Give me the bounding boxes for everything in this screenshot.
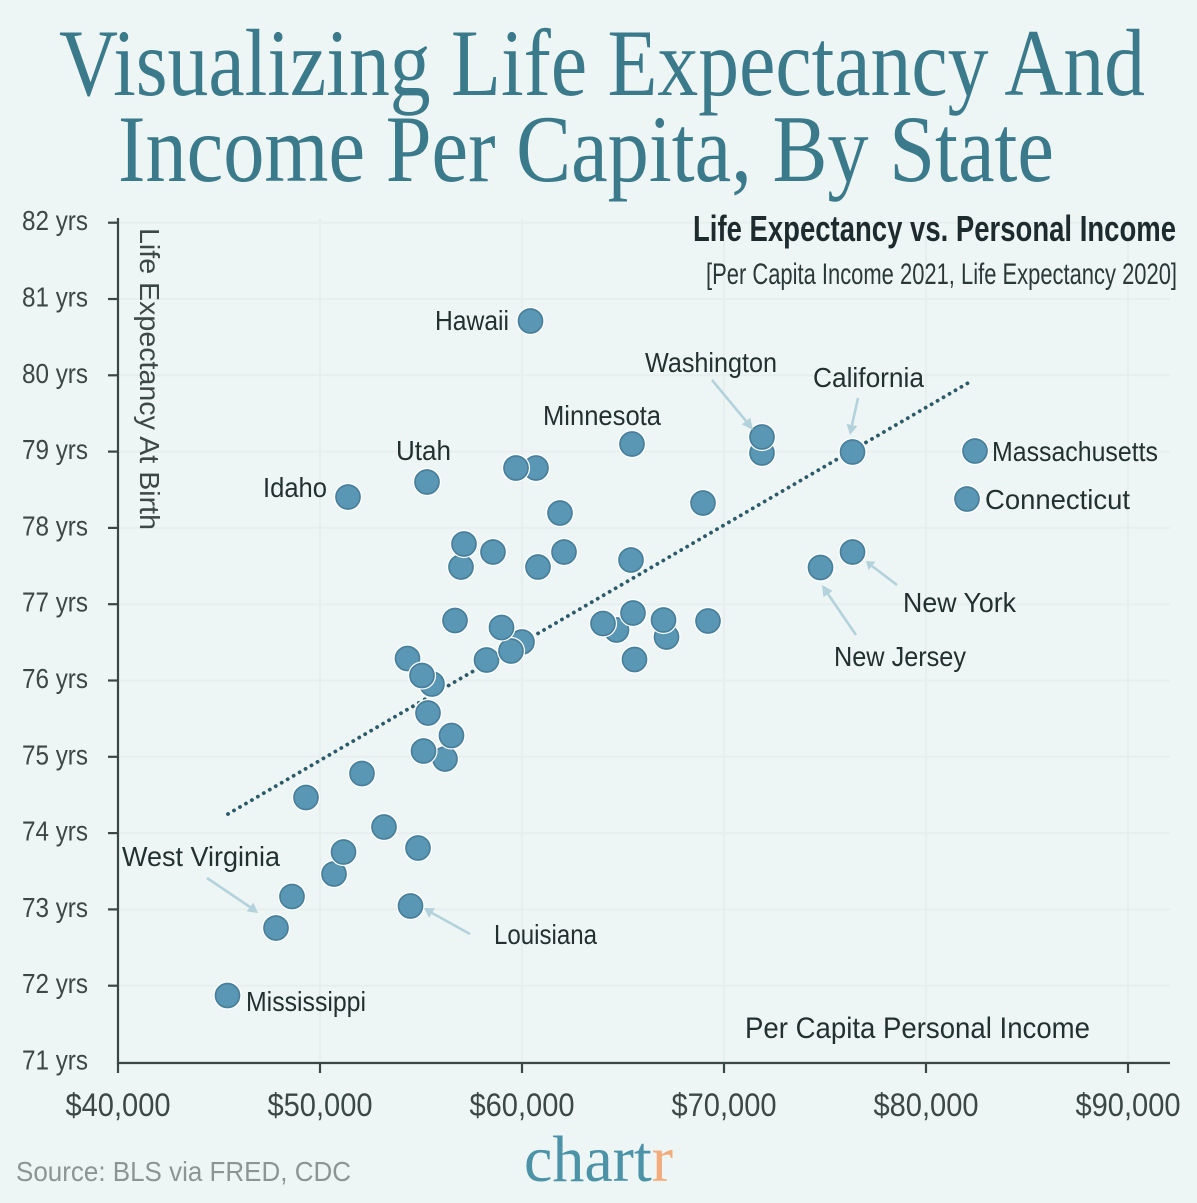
svg-text:76 yrs: 76 yrs xyxy=(22,663,88,694)
svg-text:Louisiana: Louisiana xyxy=(494,919,597,950)
svg-text:New York: New York xyxy=(903,587,1017,618)
svg-text:Idaho: Idaho xyxy=(263,472,327,503)
svg-text:75 yrs: 75 yrs xyxy=(22,739,88,770)
svg-text:Minnesota: Minnesota xyxy=(543,400,661,431)
svg-text:82 yrs: 82 yrs xyxy=(22,205,88,236)
svg-text:Hawaii: Hawaii xyxy=(435,305,509,336)
svg-text:77 yrs: 77 yrs xyxy=(22,587,88,618)
svg-text:[Per Capita Income 2021, Life: [Per Capita Income 2021, Life Expectancy… xyxy=(706,258,1177,291)
svg-text:Utah: Utah xyxy=(396,435,451,466)
svg-text:$90,000: $90,000 xyxy=(1076,1087,1181,1123)
svg-text:chartr: chartr xyxy=(524,1123,673,1196)
svg-text:Income Per Capita, By State: Income Per Capita, By State xyxy=(118,96,1054,202)
svg-text:Life Expectancy At Birth: Life Expectancy At Birth xyxy=(134,228,165,530)
svg-text:80 yrs: 80 yrs xyxy=(22,358,88,389)
svg-text:Per Capita Personal Income: Per Capita Personal Income xyxy=(745,1012,1090,1045)
svg-text:74 yrs: 74 yrs xyxy=(22,816,88,847)
svg-text:72 yrs: 72 yrs xyxy=(22,968,88,999)
svg-text:$60,000: $60,000 xyxy=(470,1087,575,1123)
svg-text:Connecticut: Connecticut xyxy=(985,484,1130,515)
svg-text:79 yrs: 79 yrs xyxy=(22,434,88,465)
svg-text:California: California xyxy=(813,362,924,393)
svg-text:Washington: Washington xyxy=(645,347,777,378)
svg-text:$80,000: $80,000 xyxy=(874,1087,979,1123)
svg-text:81 yrs: 81 yrs xyxy=(22,282,88,313)
svg-text:New Jersey: New Jersey xyxy=(834,641,966,672)
svg-text:78 yrs: 78 yrs xyxy=(22,510,88,541)
svg-text:West Virginia: West Virginia xyxy=(122,841,280,872)
svg-text:$50,000: $50,000 xyxy=(268,1087,373,1123)
svg-text:71 yrs: 71 yrs xyxy=(22,1045,88,1076)
svg-text:$70,000: $70,000 xyxy=(672,1087,777,1123)
svg-text:Visualizing Life Expectancy An: Visualizing Life Expectancy And xyxy=(59,10,1145,116)
svg-text:$40,000: $40,000 xyxy=(66,1087,171,1123)
svg-text:73 yrs: 73 yrs xyxy=(22,892,88,923)
svg-text:Massachusetts: Massachusetts xyxy=(992,436,1158,467)
svg-text:Life Expectancy vs. Personal I: Life Expectancy vs. Personal Income xyxy=(693,208,1176,249)
svg-text:Source: BLS via FRED, CDC: Source: BLS via FRED, CDC xyxy=(16,1156,351,1187)
svg-text:Mississippi: Mississippi xyxy=(246,986,366,1017)
